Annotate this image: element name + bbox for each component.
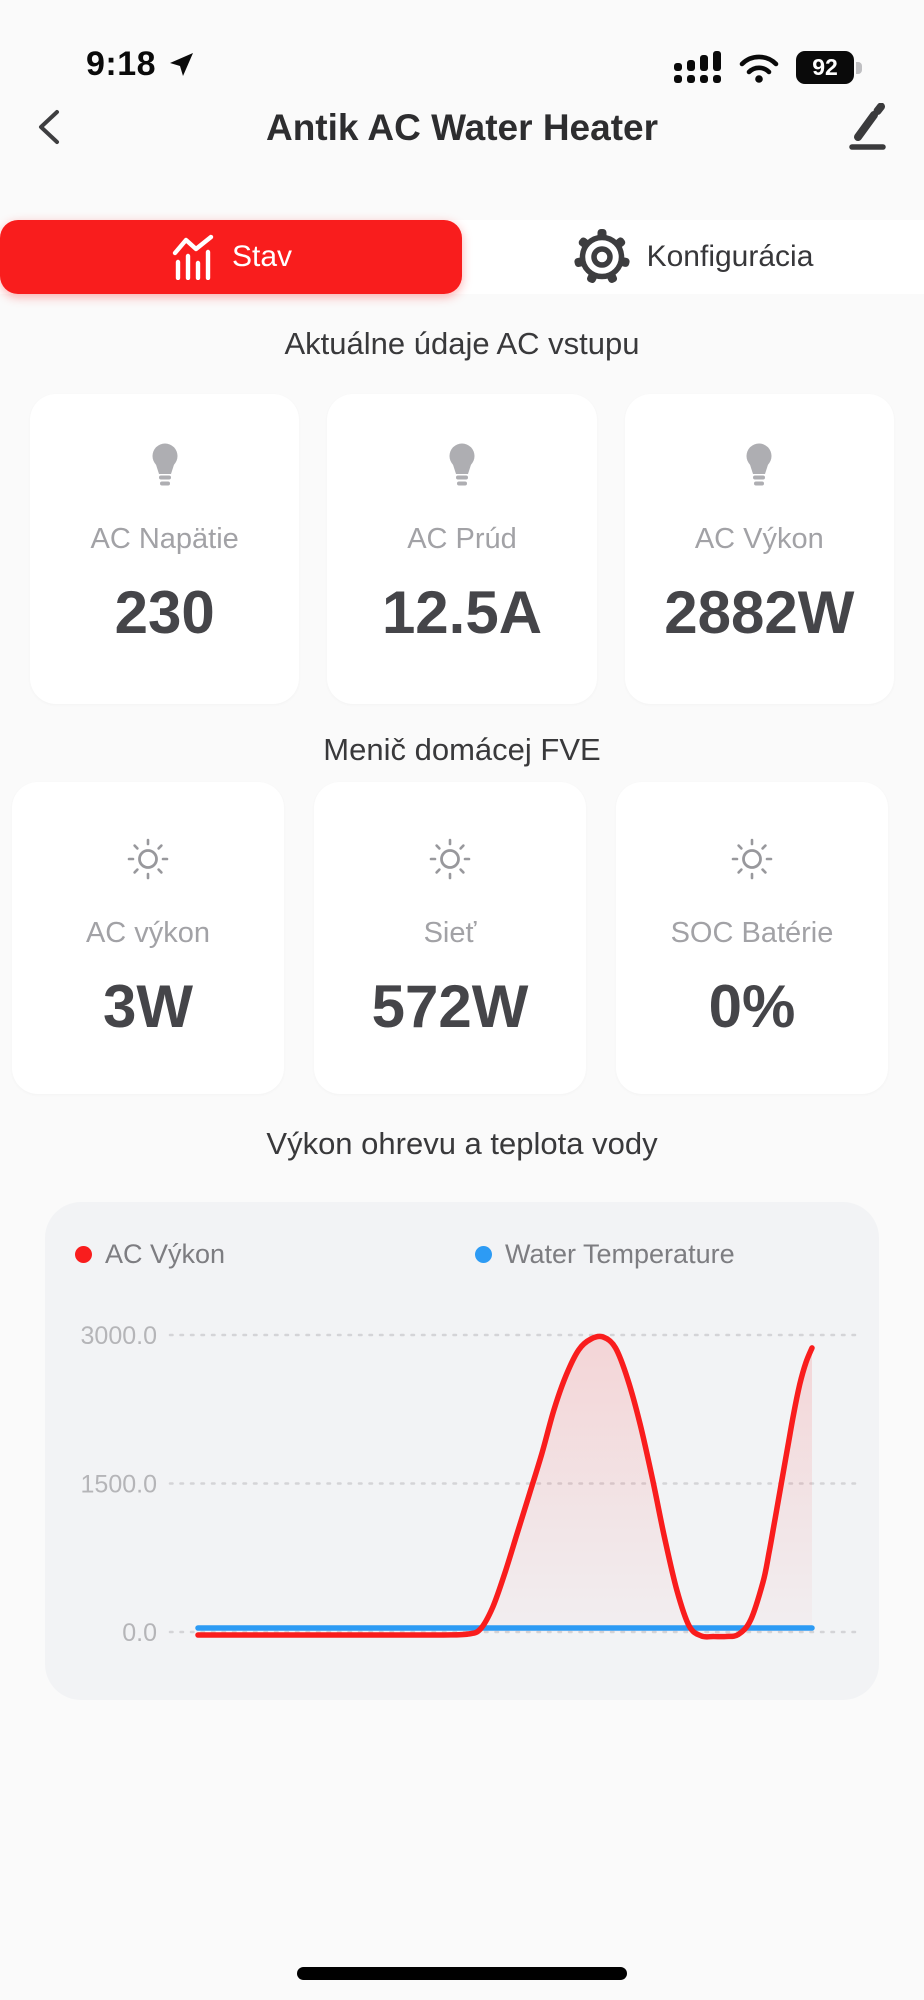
home-indicator[interactable] (297, 1967, 627, 1980)
legend-item: Water Temperature (475, 1239, 735, 1270)
chart-card: AC Výkon Water Temperature 0.0 1500.0 3000… (45, 1202, 879, 1700)
location-icon (168, 51, 195, 78)
stat-card: AC Prúd 12.5A (327, 394, 597, 704)
stat-card: AC Výkon 2882W (624, 394, 894, 704)
section-heading-chart: Výkon ohrevu a teplota vody (266, 1126, 658, 1161)
stat-card-value: 572W (371, 973, 529, 1040)
legend-dot (75, 1246, 92, 1263)
legend-dot (475, 1246, 492, 1263)
page-title: Antik AC Water Heater (265, 107, 658, 148)
stat-card-label: SOC Batérie (670, 917, 834, 949)
stat-card-label: AC Prúd (407, 523, 517, 555)
svg-text:3000.0: 3000.0 (81, 1322, 157, 1350)
status-bar: 9:18 (0, 0, 924, 84)
tab-konfiguracia[interactable]: Konfigurácia (462, 220, 924, 294)
stat-card-value: 230 (114, 579, 215, 646)
card-row-ac-input: AC Napätie 230 AC Prúd 12.5A AC Výkon 28… (0, 394, 924, 704)
battery-percent: 92 (812, 54, 838, 80)
legend-item: AC Výkon (75, 1239, 475, 1270)
sun-icon (314, 838, 586, 880)
tab-stav[interactable]: Stav (0, 220, 462, 294)
gear-icon (573, 228, 631, 286)
edit-button[interactable] (840, 97, 894, 160)
section-heading-ac-input: Aktuálne údaje AC vstupu (284, 326, 640, 361)
stat-card: AC Napätie 230 (30, 394, 300, 704)
sun-icon (616, 838, 888, 880)
nav-header: Antik AC Water Heater (0, 96, 924, 160)
battery-indicator: 92 (796, 51, 862, 84)
stat-card: AC výkon 3W (12, 782, 284, 1094)
bulb-icon (30, 443, 299, 486)
chart-icon (170, 234, 216, 281)
stat-card-value: 2882W (664, 579, 855, 646)
stat-card-value: 12.5A (381, 579, 543, 646)
svg-text:1500.0: 1500.0 (81, 1471, 157, 1499)
bulb-icon (327, 443, 596, 486)
stat-card-label: AC Výkon (694, 523, 824, 555)
tab-label: Stav (231, 240, 293, 273)
chevron-left-icon (36, 108, 62, 146)
stat-card-label: AC Napätie (90, 523, 239, 555)
bulb-icon (625, 443, 894, 486)
stat-card-value: 3W (103, 973, 193, 1040)
stat-card-label: Sieť (423, 917, 477, 949)
edit-pencil-icon (846, 102, 888, 151)
card-row-inverter: AC výkon 3W Sieť 572W SOC Batérie 0% (0, 782, 924, 1094)
section-heading-inverter: Menič domácej FVE (323, 732, 601, 767)
tab-bar: Stav Konfigurácia (0, 220, 924, 294)
tab-label: Konfigurácia (646, 240, 814, 273)
legend-label: Water Temperature (505, 1239, 735, 1269)
stat-card: SOC Batérie 0% (616, 782, 888, 1094)
wifi-icon (738, 52, 780, 83)
status-time: 9:18 (86, 45, 157, 83)
svg-text:0.0: 0.0 (122, 1619, 157, 1647)
stat-card-label: AC výkon (85, 917, 211, 949)
sun-icon (12, 838, 284, 880)
chart-legend: AC Výkon Water Temperature (45, 1202, 879, 1277)
battery-tip (856, 61, 862, 74)
stat-card: Sieť 572W (314, 782, 586, 1094)
back-button[interactable] (30, 102, 68, 155)
legend-label: AC Výkon (105, 1239, 226, 1269)
line-chart: 0.0 1500.0 3000.0 (81, 1322, 864, 1647)
cellular-signal-icon (674, 51, 722, 84)
stat-card-value: 0% (708, 973, 796, 1040)
